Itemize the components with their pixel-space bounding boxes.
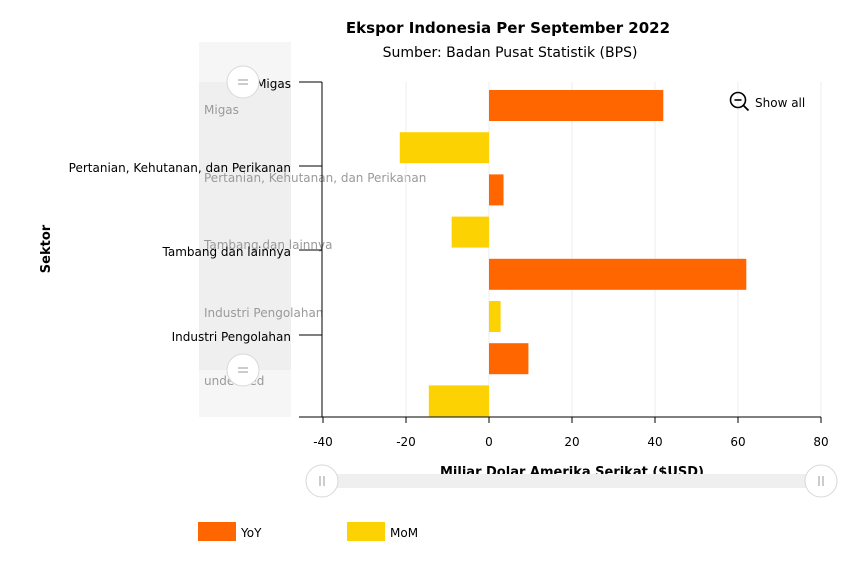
bar-yoy-3[interactable] (489, 258, 747, 290)
legend-label: YoY (240, 526, 262, 540)
scrollbar-preview-label: Migas (204, 103, 239, 117)
bar-mom-3[interactable] (489, 301, 501, 332)
scrollbar-preview-label: Pertanian, Kehutanan, dan Perikanan (204, 171, 426, 185)
horizontal-scrollbar-left-grip[interactable] (305, 464, 339, 498)
bar-yoy-2[interactable] (489, 174, 504, 206)
x-tick-label: 40 (647, 435, 662, 449)
bars (399, 90, 747, 417)
legend: YoY MoM (198, 522, 418, 541)
grip-icon (238, 367, 248, 373)
chart-subtitle: Sumber: Badan Pusat Statistik (BPS) (383, 45, 638, 61)
zoom-out-icon (729, 91, 750, 112)
legend-swatch (198, 522, 236, 541)
x-tick-label: -40 (313, 435, 333, 449)
grip-icon (238, 79, 248, 85)
legend-item-yoy[interactable]: YoY (198, 522, 262, 541)
category-label: Pertanian, Kehutanan, dan Perikanan (69, 161, 291, 175)
bar-mom-1[interactable] (399, 132, 489, 164)
bar-yoy-1[interactable] (489, 90, 664, 121)
vertical-scrollbar-top-grip[interactable] (226, 65, 260, 99)
legend-label: MoM (390, 526, 418, 540)
x-tick-label: 20 (564, 435, 579, 449)
x-tick-label: 80 (813, 435, 828, 449)
vertical-scrollbar[interactable]: Migas Pertanian, Kehutanan, dan Perikanan… (199, 42, 426, 417)
scrollbar-preview-label: Tambang dan lainnya (203, 238, 332, 252)
x-tick-label: -20 (396, 435, 416, 449)
bar-mom-2[interactable] (451, 216, 489, 248)
x-tick-label: 0 (485, 435, 493, 449)
chart-title: Ekspor Indonesia Per September 2022 (346, 19, 670, 37)
scrollbar-track (310, 474, 835, 488)
scrollbar-thumb[interactable] (199, 82, 291, 370)
x-tick-labels: -40 -20 0 20 40 60 80 (313, 435, 828, 449)
x-tick-label: 60 (730, 435, 745, 449)
grip-icon (319, 476, 325, 486)
vertical-scrollbar-bottom-grip[interactable] (226, 353, 260, 387)
y-axis-title: Sektor (39, 224, 54, 273)
horizontal-scrollbar-right-grip[interactable] (804, 464, 838, 498)
scrollbar-preview-label: Industri Pengolahan (204, 306, 323, 320)
horizontal-scrollbar[interactable] (305, 464, 838, 498)
legend-swatch (347, 522, 385, 541)
axes (299, 81, 822, 423)
grip-icon (818, 476, 824, 486)
bar-mom-4[interactable] (428, 385, 489, 417)
category-labels: Migas Pertanian, Kehutanan, dan Perikanan… (69, 77, 291, 344)
legend-item-mom[interactable]: MoM (347, 522, 418, 541)
show-all-button[interactable]: Show all (726, 88, 812, 116)
category-label: Industri Pengolahan (172, 330, 291, 344)
bar-yoy-4[interactable] (489, 343, 529, 375)
show-all-label: Show all (755, 96, 805, 110)
category-label: Tambang dan lainnya (162, 245, 291, 259)
category-label: Migas (256, 77, 291, 91)
